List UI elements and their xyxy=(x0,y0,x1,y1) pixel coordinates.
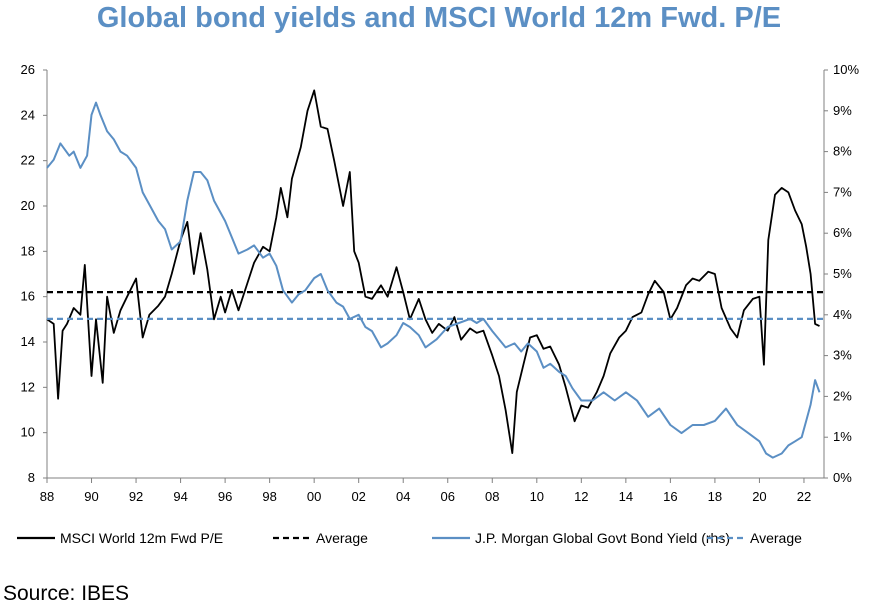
right-tick-label: 10% xyxy=(833,62,859,77)
right-tick-label: 0% xyxy=(833,470,852,485)
x-tick-label: 98 xyxy=(262,489,276,504)
right-tick-label: 2% xyxy=(833,388,852,403)
right-tick-label: 8% xyxy=(833,144,852,159)
x-tick-label: 10 xyxy=(530,489,544,504)
x-tick-label: 12 xyxy=(574,489,588,504)
x-tick-label: 06 xyxy=(441,489,455,504)
x-tick-label: 96 xyxy=(218,489,232,504)
x-tick-label: 00 xyxy=(307,489,321,504)
left-tick-label: 20 xyxy=(21,198,35,213)
left-tick-label: 14 xyxy=(21,334,35,349)
right-tick-label: 5% xyxy=(833,266,852,281)
left-tick-label: 18 xyxy=(21,243,35,258)
left-tick-label: 16 xyxy=(21,289,35,304)
yield-series-line xyxy=(46,101,821,459)
x-tick-label: 02 xyxy=(351,489,365,504)
tick-labels: 26 24 22 20 18 16 14 12 10 8 10% 9% 8% 7% 6% 5% 4% 3% 2% 1%… xyxy=(21,62,860,504)
legend-label-3: Average xyxy=(750,530,802,546)
left-tick-label: 8 xyxy=(28,470,35,485)
x-tick-label: 94 xyxy=(173,489,187,504)
axes xyxy=(43,69,828,483)
legend-label-1: Average xyxy=(316,530,368,546)
x-tick-label: 14 xyxy=(619,489,633,504)
x-tick-label: 88 xyxy=(40,489,54,504)
x-tick-label: 04 xyxy=(396,489,410,504)
left-tick-label: 24 xyxy=(21,107,35,122)
x-tick-label: 20 xyxy=(752,489,766,504)
left-tick-label: 10 xyxy=(21,425,35,440)
pe-series-line xyxy=(46,89,820,455)
series-lines xyxy=(46,89,824,459)
left-tick-label: 26 xyxy=(21,62,35,77)
x-tick-label: 92 xyxy=(129,489,143,504)
chart-title: Global bond yields and MSCI World 12m Fw… xyxy=(96,2,782,34)
right-tick-label: 6% xyxy=(833,225,852,240)
x-tick-label: 18 xyxy=(708,489,722,504)
right-tick-label: 3% xyxy=(833,348,852,363)
x-tick-label: 08 xyxy=(485,489,499,504)
x-tick-label: 16 xyxy=(663,489,677,504)
x-tick-label: 90 xyxy=(84,489,98,504)
source-note: Source: IBES xyxy=(3,582,130,605)
right-tick-label: 1% xyxy=(833,429,852,444)
right-tick-label: 9% xyxy=(833,103,852,118)
left-tick-label: 12 xyxy=(21,379,35,394)
x-tick-label: 22 xyxy=(797,489,811,504)
left-tick-label: 22 xyxy=(21,153,35,168)
legend-label-2: J.P. Morgan Global Govt Bond Yield (rhs) xyxy=(475,530,730,546)
right-tick-label: 4% xyxy=(833,307,852,322)
legend-label-0: MSCI World 12m Fwd P/E xyxy=(60,530,223,546)
right-tick-label: 7% xyxy=(833,184,852,199)
legend: MSCI World 12m Fwd P/E Average J.P. Morgan… xyxy=(17,530,802,546)
